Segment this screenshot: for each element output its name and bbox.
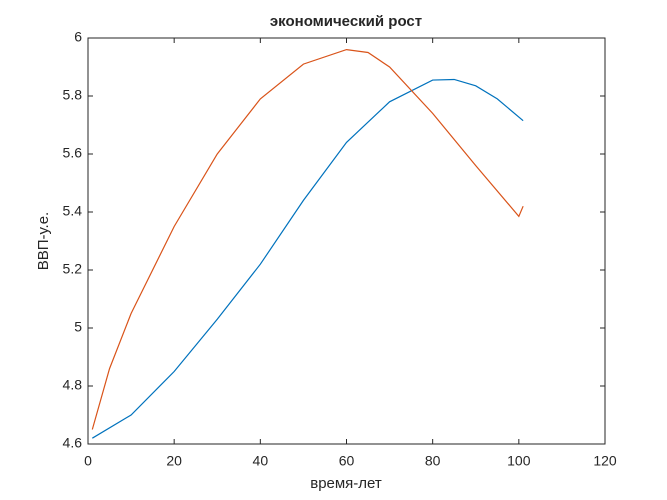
y-axis-label: ВВП-у.е.	[35, 212, 52, 270]
x-tick-label: 0	[84, 453, 92, 469]
y-tick-label: 6	[74, 29, 82, 45]
x-tick-label: 20	[166, 453, 182, 469]
x-tick-label: 100	[507, 453, 531, 469]
x-tick-label: 60	[339, 453, 355, 469]
y-tick-label: 5.6	[63, 145, 83, 161]
y-tick-label: 5	[74, 319, 82, 335]
data-line	[91, 48, 524, 430]
y-tick-label: 5.2	[63, 261, 83, 277]
x-tick-label: 40	[253, 453, 269, 469]
y-tick-label: 5.4	[63, 203, 83, 219]
x-axis-label: время-лет	[310, 475, 382, 492]
x-tick-label: 120	[593, 453, 617, 469]
y-tick-label: 4.8	[63, 377, 83, 393]
y-tick-label: 5.8	[63, 87, 83, 103]
x-tick-label: 80	[425, 453, 441, 469]
data-line	[92, 78, 524, 439]
chart-title: экономический рост	[270, 13, 422, 30]
y-tick-label: 4.6	[63, 435, 83, 451]
